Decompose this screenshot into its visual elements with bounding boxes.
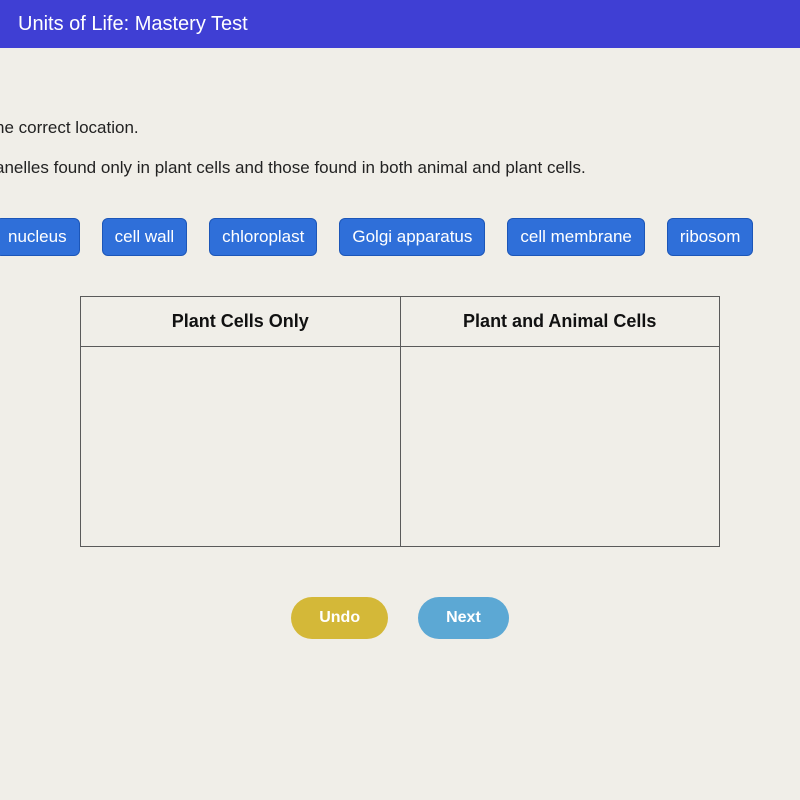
content-area: he correct location. anelles found only … <box>0 48 800 800</box>
instruction-text-1: he correct location. <box>0 118 800 138</box>
chip-ribosome[interactable]: ribosom <box>667 218 753 256</box>
chip-nucleus[interactable]: nucleus <box>0 218 80 256</box>
chip-chloroplast[interactable]: chloroplast <box>209 218 317 256</box>
page-title: Units of Life: Mastery Test <box>18 13 248 36</box>
chip-golgi-apparatus[interactable]: Golgi apparatus <box>339 218 485 256</box>
chip-cell-wall[interactable]: cell wall <box>102 218 188 256</box>
drop-zone-plant-and-animal[interactable] <box>400 347 720 547</box>
instruction-text-2: anelles found only in plant cells and th… <box>0 158 800 178</box>
next-button[interactable]: Next <box>418 597 509 639</box>
button-row: Undo Next <box>80 597 720 639</box>
chip-cell-membrane[interactable]: cell membrane <box>507 218 645 256</box>
draggable-chips-row: nucleus cell wall chloroplast Golgi appa… <box>0 218 800 256</box>
drop-zone-plant-only[interactable] <box>81 347 401 547</box>
column-header-plant-and-animal: Plant and Animal Cells <box>400 297 720 347</box>
undo-button[interactable]: Undo <box>291 597 388 639</box>
column-header-plant-only: Plant Cells Only <box>81 297 401 347</box>
drop-target-table: Plant Cells Only Plant and Animal Cells <box>80 296 720 547</box>
header-bar: Units of Life: Mastery Test <box>0 0 800 48</box>
